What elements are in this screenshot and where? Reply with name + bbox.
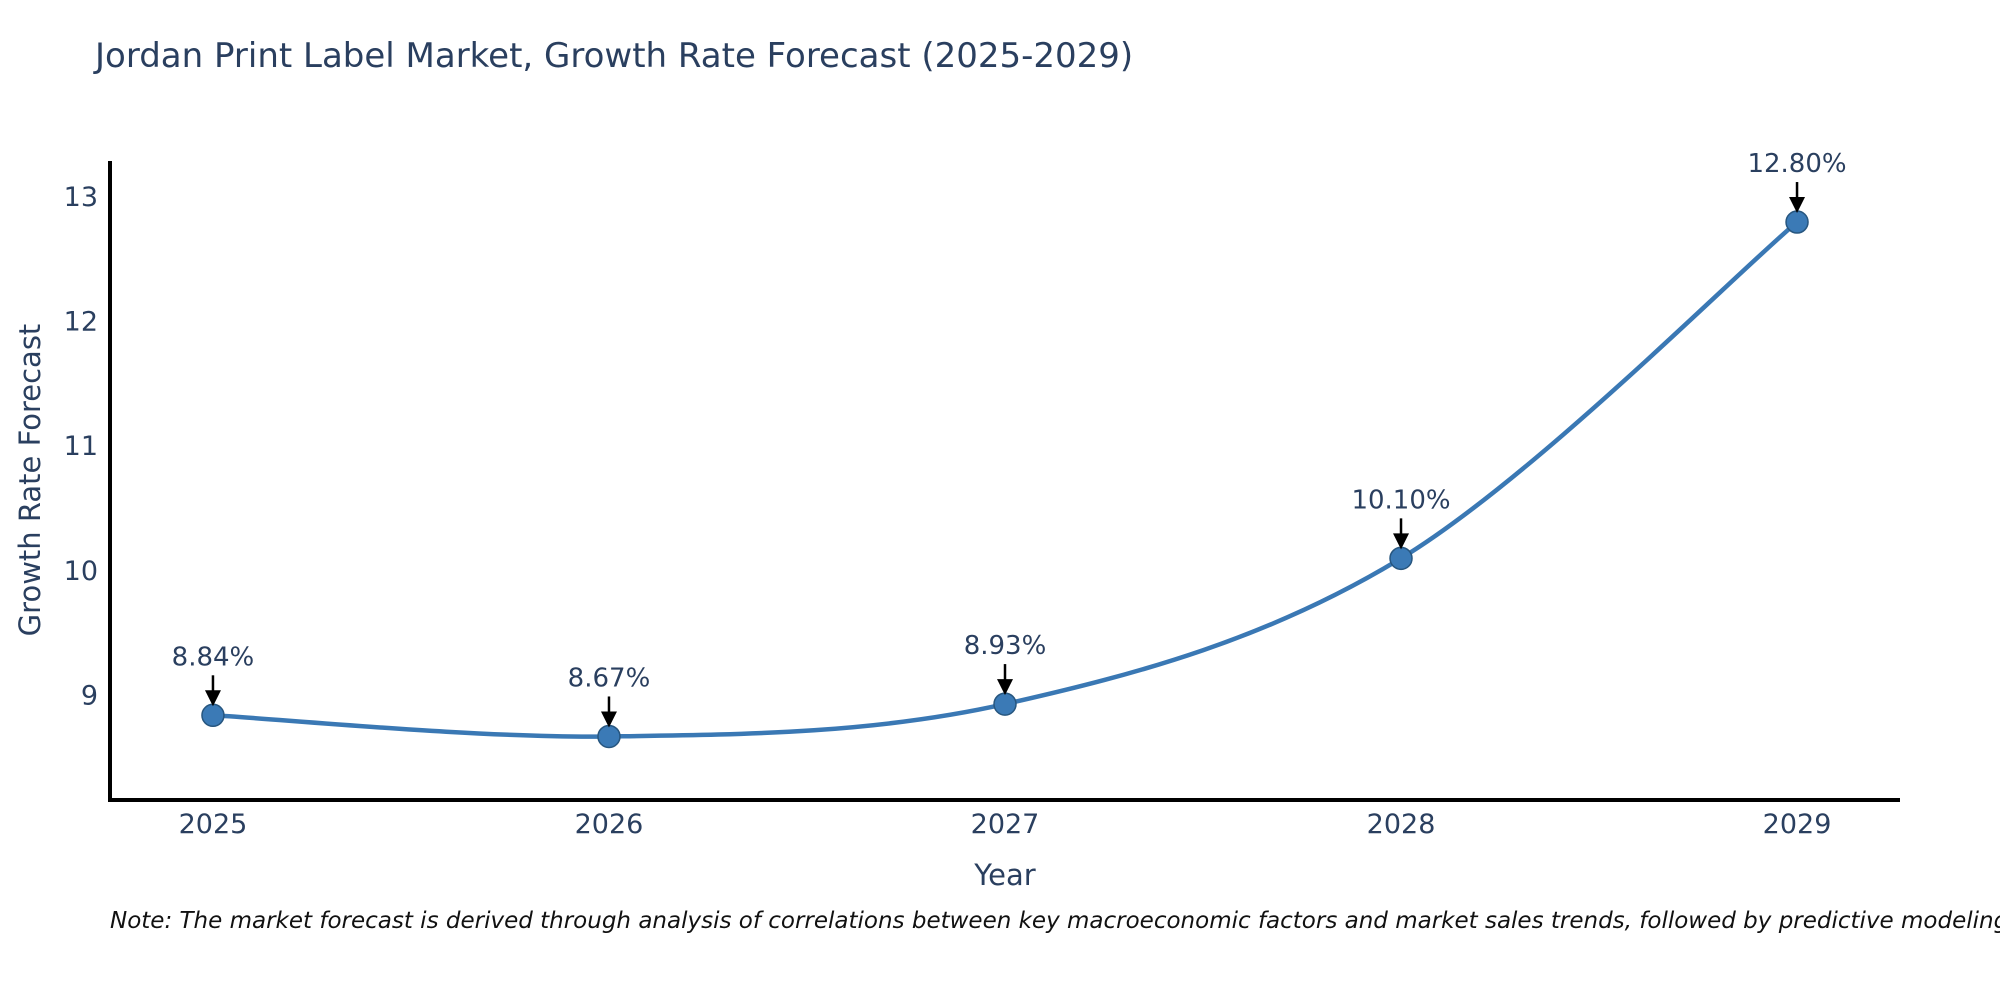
footnote: Note: The market forecast is derived thr… xyxy=(110,908,2000,934)
annotation-label: 8.93% xyxy=(964,631,1047,661)
y-tick-label: 12 xyxy=(64,307,98,338)
y-tick-label: 11 xyxy=(64,431,98,462)
annotation-label: 12.80% xyxy=(1747,149,1846,179)
chart-title: Jordan Print Label Market, Growth Rate F… xyxy=(95,36,1134,76)
trend-line xyxy=(210,219,1800,739)
annotation-arrowhead xyxy=(204,690,221,707)
data-point-marker xyxy=(1389,546,1413,571)
data-point-marker xyxy=(201,703,225,728)
y-tick-label: 9 xyxy=(81,680,98,711)
annotation-arrowhead xyxy=(1393,533,1410,550)
annotation-arrowhead xyxy=(600,711,617,728)
data-point-marker xyxy=(597,724,621,749)
y-axis-title: Growth Rate Forecast xyxy=(13,323,47,637)
annotation-arrowhead xyxy=(997,679,1013,696)
data-point-marker xyxy=(1785,210,1809,234)
x-tick-label: 2029 xyxy=(1763,809,1832,840)
x-tick-label: 2027 xyxy=(971,809,1040,840)
x-tick-label: 2025 xyxy=(179,809,248,840)
y-tick-label: 13 xyxy=(64,182,98,213)
x-axis-title: Year xyxy=(974,858,1036,892)
data-point-marker xyxy=(993,692,1017,716)
annotation-label: 10.10% xyxy=(1351,485,1450,515)
annotation-label: 8.84% xyxy=(172,642,255,672)
annotation-label: 8.67% xyxy=(568,663,651,693)
x-tick-label: 2026 xyxy=(575,809,644,840)
annotation-arrowhead xyxy=(1789,197,1806,214)
y-tick-label: 10 xyxy=(64,556,98,587)
axis-lines xyxy=(108,161,1900,802)
x-tick-label: 2028 xyxy=(1367,809,1436,840)
